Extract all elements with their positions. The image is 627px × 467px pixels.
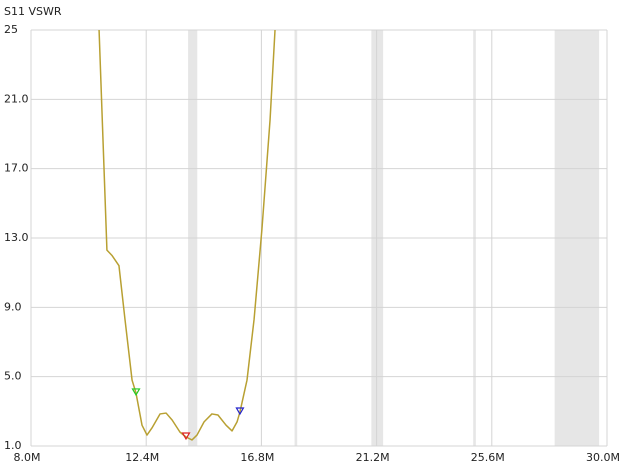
- series-line: [98, 29, 276, 441]
- marker: [235, 407, 245, 416]
- x-tick-label: 16.8M: [240, 451, 274, 464]
- y-tick-label: 21.0: [4, 92, 29, 105]
- chart-title: S11 VSWR: [4, 5, 62, 18]
- y-tick-label: 9.0: [4, 300, 22, 313]
- marker: [131, 388, 141, 397]
- y-tick-label: 25: [4, 23, 18, 36]
- marker: [181, 432, 191, 441]
- x-tick-label: 12.4M: [125, 451, 159, 464]
- y-tick-label: 17.0: [4, 162, 29, 175]
- x-tick-label: 8.0M: [14, 451, 41, 464]
- y-tick-label: 5.0: [4, 370, 22, 383]
- x-tick-label: 30.0M: [586, 451, 620, 464]
- y-tick-label: 13.0: [4, 231, 29, 244]
- y-tick-label: 1.0: [4, 439, 22, 452]
- x-tick-label: 25.6M: [471, 451, 505, 464]
- x-tick-label: 21.2M: [356, 451, 390, 464]
